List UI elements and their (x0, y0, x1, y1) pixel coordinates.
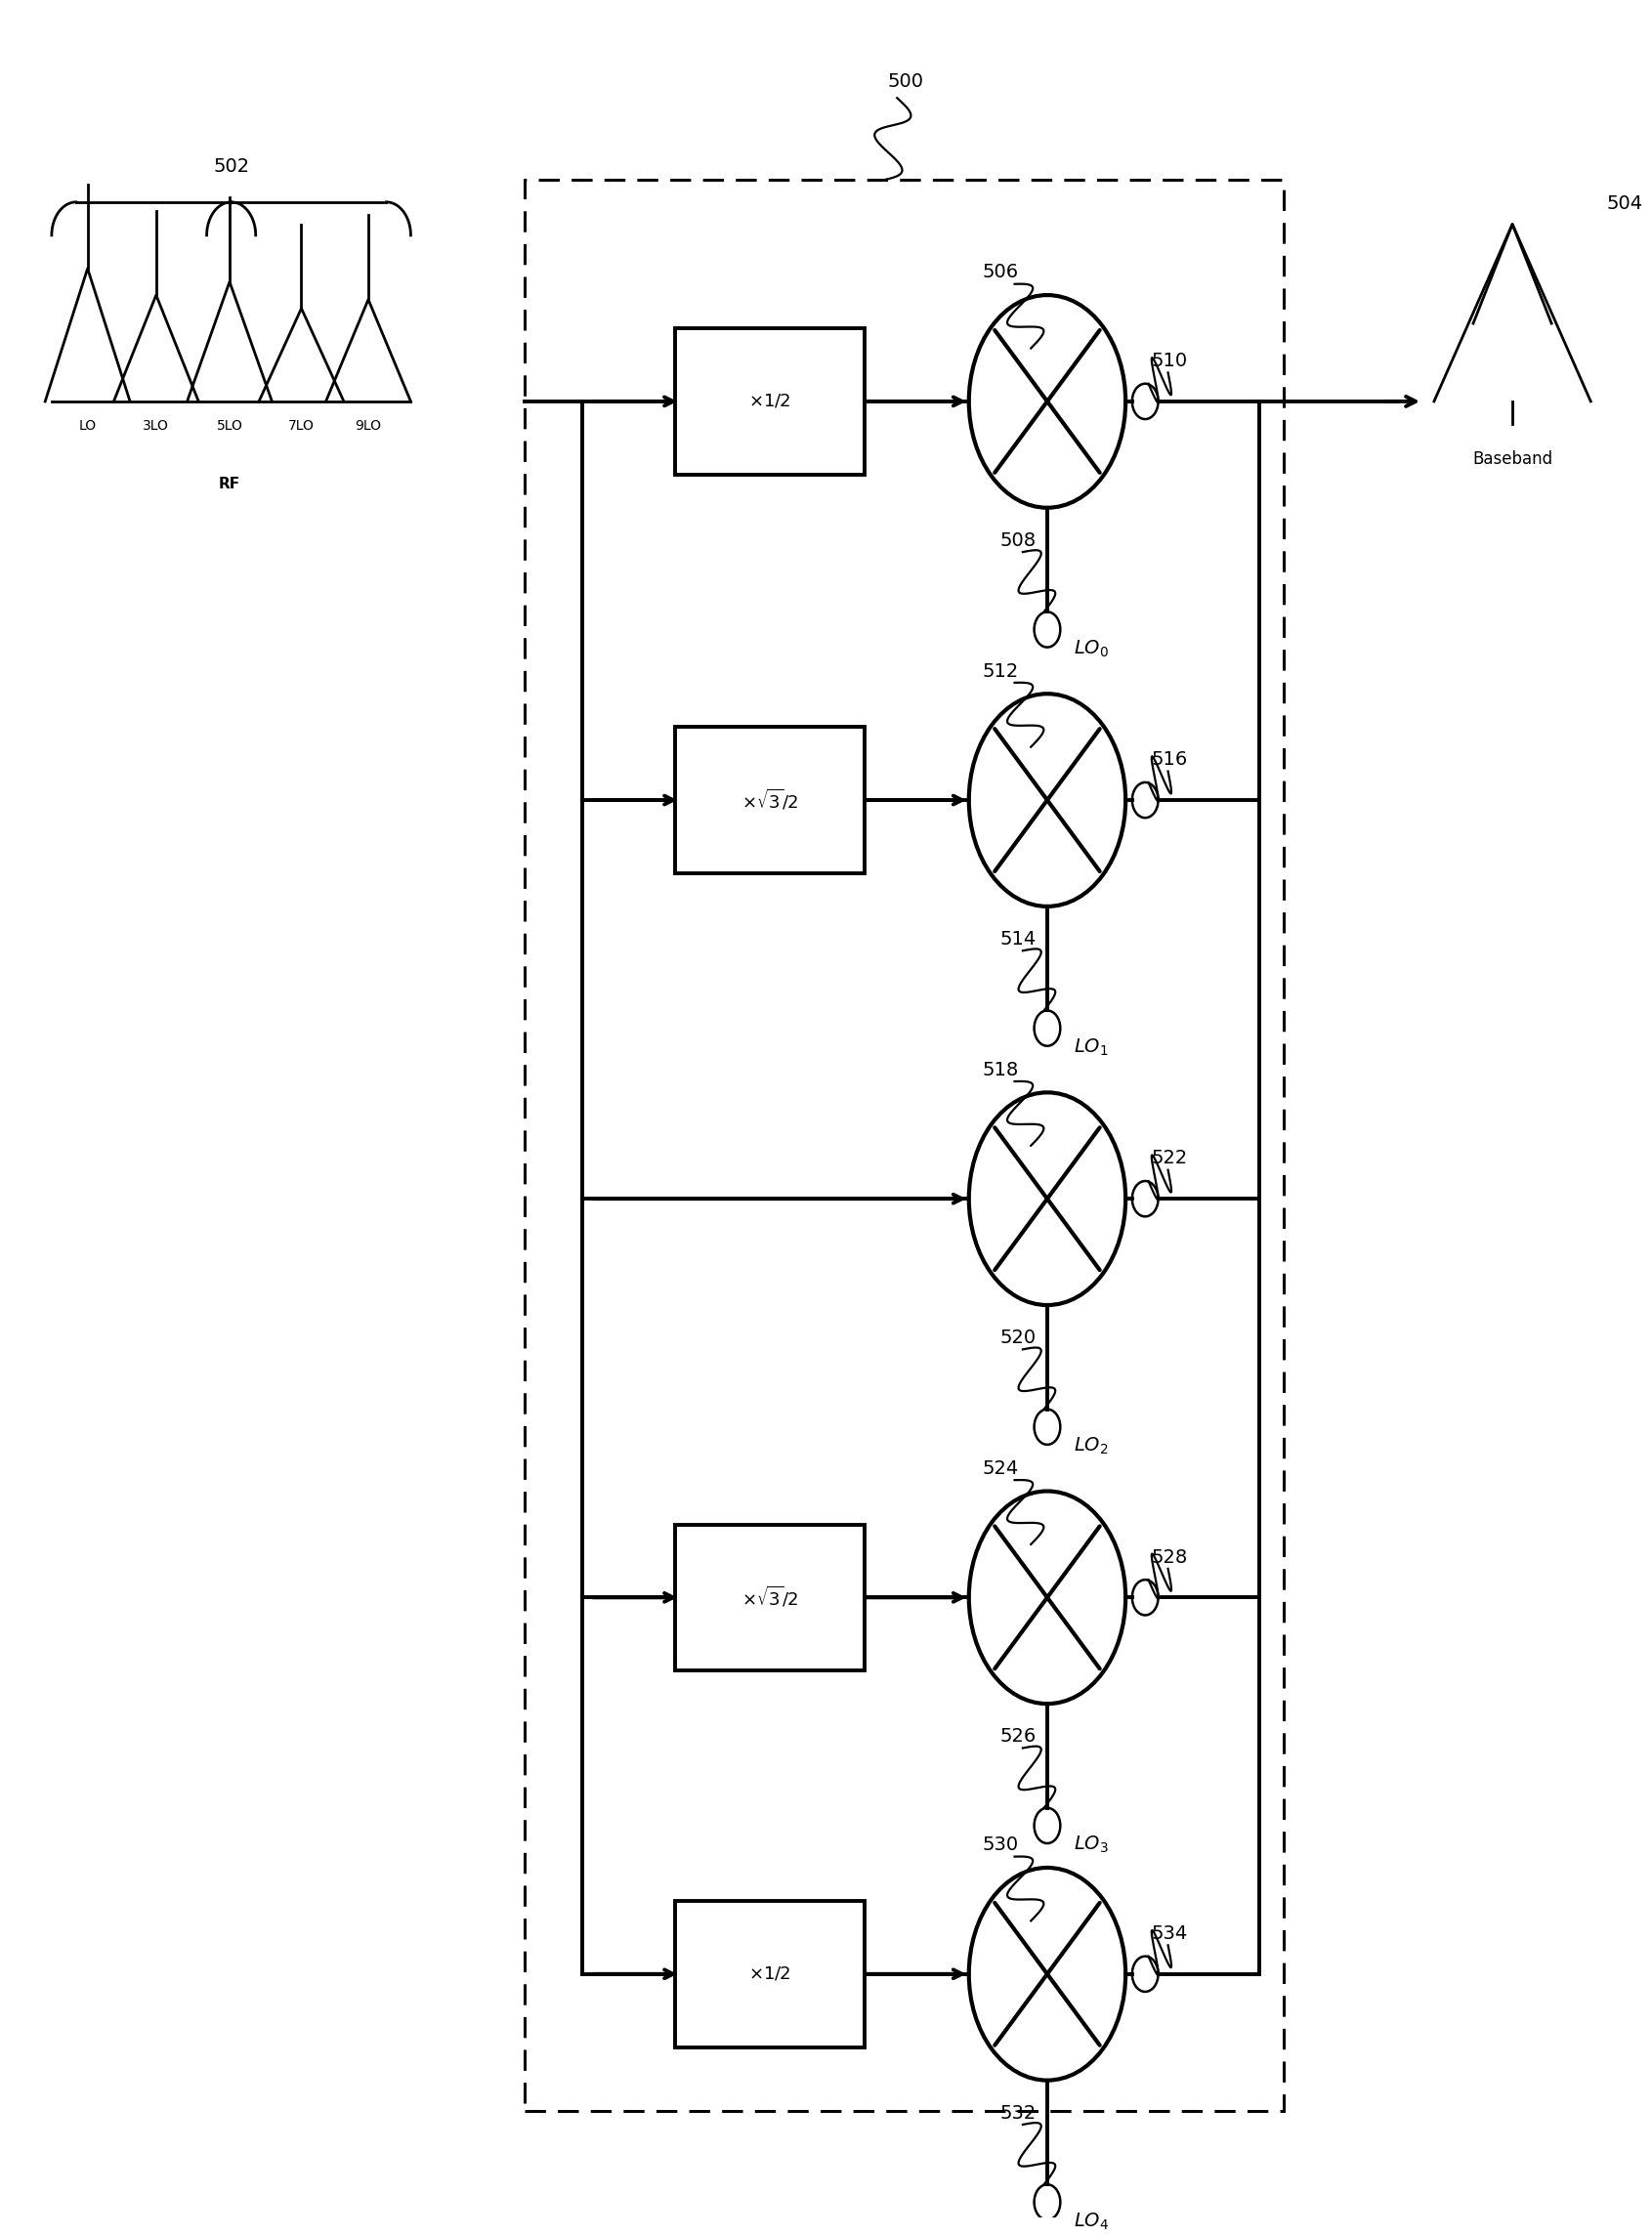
Text: RF: RF (218, 476, 241, 492)
Text: 526: 526 (999, 1726, 1036, 1746)
Text: LO: LO (79, 418, 96, 434)
Text: 9LO: 9LO (355, 418, 382, 434)
Text: 504: 504 (1607, 195, 1644, 212)
Text: 514: 514 (999, 930, 1036, 948)
Text: 5LO: 5LO (216, 418, 243, 434)
Text: $\times\sqrt{3}/2$: $\times\sqrt{3}/2$ (742, 1585, 798, 1610)
Text: 528: 528 (1151, 1547, 1188, 1567)
Text: 3LO: 3LO (144, 418, 169, 434)
Text: 532: 532 (999, 2104, 1036, 2122)
Text: $LO_{4}$: $LO_{4}$ (1074, 2211, 1108, 2232)
Text: 516: 516 (1151, 751, 1188, 769)
Text: 510: 510 (1151, 351, 1188, 371)
Text: Baseband: Baseband (1472, 449, 1553, 467)
Text: 530: 530 (981, 1836, 1018, 1854)
Text: $LO_{3}$: $LO_{3}$ (1074, 1834, 1108, 1856)
Text: 506: 506 (981, 264, 1018, 282)
Text: 520: 520 (999, 1328, 1036, 1346)
Text: 500: 500 (887, 74, 923, 92)
Text: $\times 1/2$: $\times 1/2$ (748, 394, 791, 409)
Text: $LO_{0}$: $LO_{0}$ (1074, 639, 1108, 660)
Text: 7LO: 7LO (287, 418, 314, 434)
Text: $LO_{2}$: $LO_{2}$ (1074, 1436, 1108, 1456)
FancyBboxPatch shape (676, 329, 864, 474)
FancyBboxPatch shape (676, 727, 864, 874)
Text: 508: 508 (999, 532, 1036, 550)
Text: 524: 524 (981, 1460, 1018, 1478)
Text: 518: 518 (981, 1060, 1018, 1080)
Text: 502: 502 (213, 157, 249, 174)
Text: 522: 522 (1151, 1149, 1188, 1167)
Text: 534: 534 (1151, 1925, 1188, 1943)
Text: $\times 1/2$: $\times 1/2$ (748, 1965, 791, 1983)
Text: $LO_{1}$: $LO_{1}$ (1074, 1038, 1108, 1058)
FancyBboxPatch shape (676, 1525, 864, 1670)
Text: 512: 512 (981, 662, 1018, 680)
FancyBboxPatch shape (676, 1901, 864, 2048)
Text: $\times\sqrt{3}/2$: $\times\sqrt{3}/2$ (742, 787, 798, 812)
